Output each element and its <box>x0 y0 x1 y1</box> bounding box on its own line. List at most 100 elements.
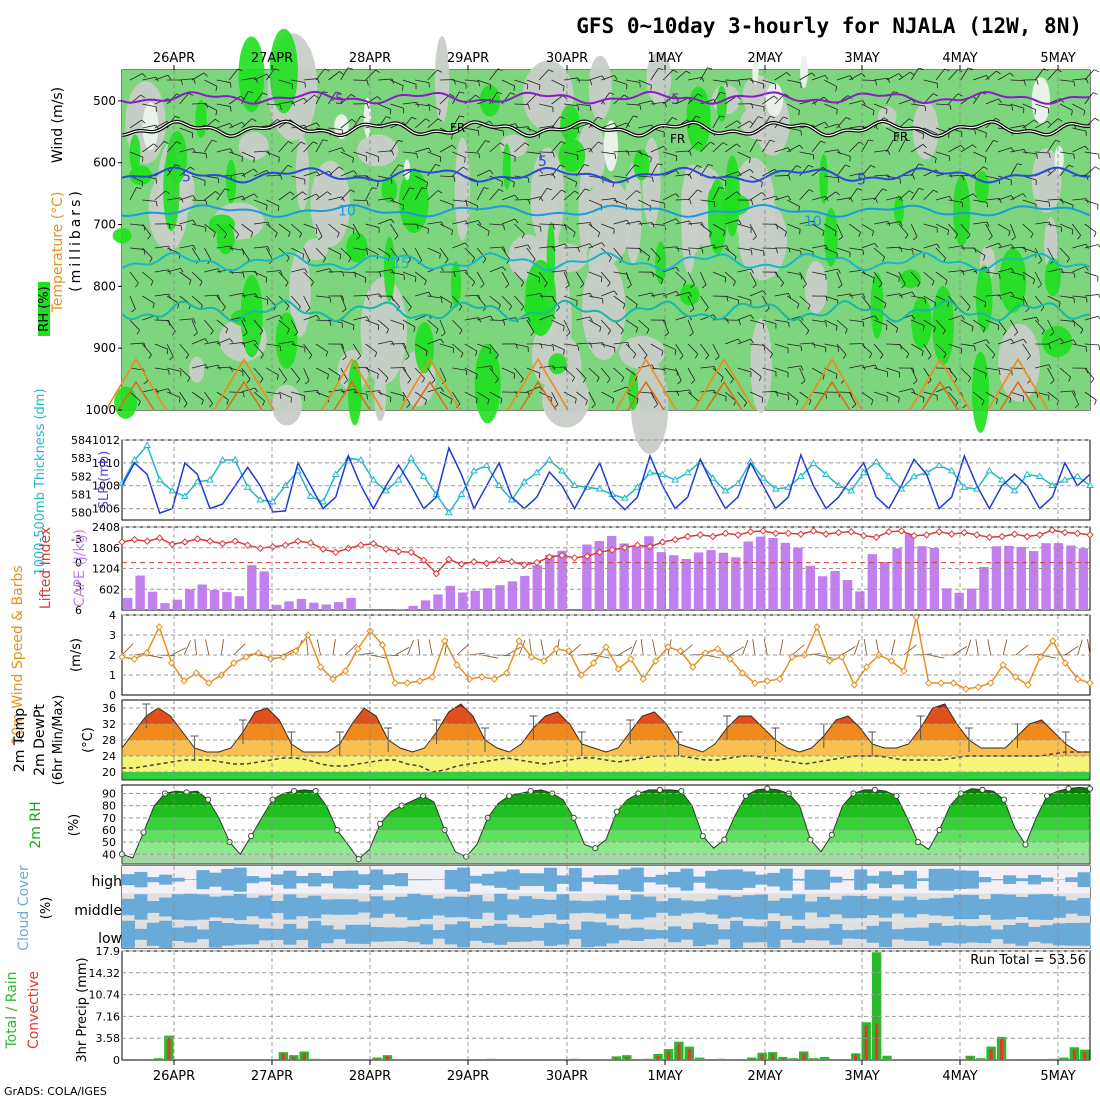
wind-barb <box>414 247 423 261</box>
wind10m-barb <box>1064 645 1079 656</box>
cape-bar <box>979 566 989 610</box>
wind-barb-flag <box>136 187 142 189</box>
wind-barb-flag <box>873 277 875 283</box>
wind-barb <box>167 367 181 372</box>
lifted-index-line-point <box>570 554 579 562</box>
wind-barb-flag <box>657 258 661 263</box>
wind-barb <box>290 319 299 333</box>
wind-barb-flag <box>707 67 713 70</box>
wind-barb-flag <box>487 231 490 237</box>
wind-barb-flag <box>824 121 829 127</box>
wind-barb <box>836 293 851 297</box>
wind-barb-flag <box>719 187 725 189</box>
wind-barb-flag <box>497 91 503 95</box>
cloud-cover-cell <box>370 926 384 942</box>
wind-barb <box>216 319 229 330</box>
wind-barb <box>675 173 690 177</box>
wind-barb <box>377 78 392 81</box>
wind-barb <box>898 139 906 153</box>
wind-barb <box>290 141 302 153</box>
wind-barb-flag <box>1068 376 1071 382</box>
wind-barb <box>724 247 737 257</box>
wind-barb <box>972 247 986 256</box>
temp-tick-label: 36 <box>102 702 116 715</box>
wind-barb-flag <box>317 78 320 84</box>
wind-barb <box>638 79 652 86</box>
wind-barb <box>427 164 436 177</box>
wind-barb <box>638 199 652 207</box>
wind-barb <box>787 103 800 111</box>
wind-barb-flag <box>905 139 911 142</box>
rh-moist-patch <box>195 99 207 138</box>
wind-barb <box>836 343 847 355</box>
wind-barb <box>291 343 305 348</box>
wind-barb <box>142 247 153 259</box>
wind-barb <box>675 343 684 357</box>
wind10m-barb <box>306 639 309 656</box>
wind-barb <box>439 367 447 381</box>
cloud-cover-cell <box>320 875 334 884</box>
wind-barb <box>315 247 326 259</box>
lifted-index-line-point <box>834 528 843 537</box>
top-date-label: 5MAY <box>1040 51 1075 66</box>
wind-barb <box>576 122 590 129</box>
wind-barb <box>526 196 541 201</box>
wind-barb <box>749 367 762 377</box>
wind-barb-flag <box>366 250 368 256</box>
wind10m-line-point <box>924 679 933 687</box>
wind-barb <box>948 391 958 403</box>
wind-barb <box>985 294 1000 297</box>
wind-barb-flag <box>503 224 505 231</box>
cloud-cover-cell <box>357 874 371 886</box>
wind-barb <box>650 343 664 352</box>
wind-barb-flag <box>255 271 258 277</box>
wind-barb-flag <box>267 222 271 227</box>
wind-barb <box>625 115 634 129</box>
slp-line <box>121 445 1091 515</box>
lifted-index-line-point <box>193 535 202 543</box>
wind-barb-flag <box>1073 390 1077 396</box>
wind-barb <box>1010 271 1025 276</box>
wind-barb <box>228 68 239 81</box>
rh-dry-patch <box>530 147 565 250</box>
wind-barb-flag <box>475 398 478 404</box>
isotherm-30-peak <box>411 380 449 411</box>
wind-barb-flag <box>761 192 766 197</box>
wind-barb <box>241 293 256 297</box>
cloud-cover-cell <box>630 894 644 920</box>
wind-barb <box>749 116 759 129</box>
cloud-cover-cell <box>357 924 371 944</box>
rh-moist-patch <box>560 104 580 142</box>
cape-bar <box>718 552 729 610</box>
cloud-cover-cell <box>345 870 359 889</box>
wind-barb <box>774 271 784 284</box>
wind-barb <box>873 174 888 177</box>
wind10m-line-point <box>391 679 399 687</box>
cloud-cover-cell <box>233 893 247 921</box>
wind-barb <box>700 366 715 369</box>
wind10m-line-point <box>1061 659 1069 667</box>
wind-barb <box>1059 103 1073 111</box>
wind-barb <box>191 319 198 334</box>
wind10m-barb <box>233 643 246 656</box>
wind-barb-flag <box>394 235 399 240</box>
wind-barb <box>402 343 410 357</box>
wind-barb-flag <box>259 378 264 384</box>
wind-barb <box>1010 163 1018 177</box>
wind-barb <box>514 271 525 283</box>
lifted-index-line-point <box>872 533 880 541</box>
wind-barb-flag <box>812 220 816 226</box>
wind-barb-flag <box>398 164 404 167</box>
wind-barb-flag <box>596 377 600 383</box>
wind-barb <box>613 341 628 345</box>
precip-convective-bar <box>385 1056 389 1060</box>
wind-barb-flag <box>584 164 590 167</box>
wind-barb <box>1084 92 1094 105</box>
cloud-cover-cell <box>457 867 471 892</box>
wind-barb-flag <box>837 149 841 155</box>
wind-barb-flag <box>736 191 741 196</box>
wind-barb-flag <box>811 72 816 77</box>
wind-barb-flag <box>397 139 403 143</box>
wind-barb-flag <box>998 98 1002 104</box>
cape-bar <box>1053 543 1064 610</box>
